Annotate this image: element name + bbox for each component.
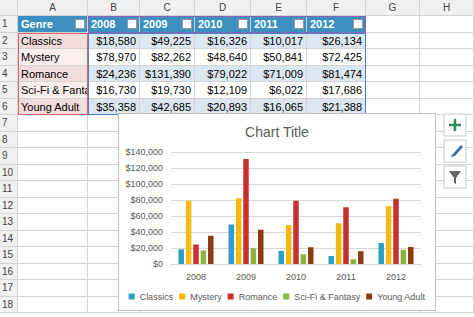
html-text:$79,022: $79,022 bbox=[207, 67, 247, 80]
html-text:6: 6 bbox=[2, 100, 8, 112]
svg-text:Chart Title: Chart Title bbox=[245, 124, 309, 140]
html-text:$12,109: $12,109 bbox=[207, 84, 247, 96]
html-text:5: 5 bbox=[2, 84, 8, 95]
svg-text:2010: 2010 bbox=[286, 272, 306, 282]
svg-text:$80,000: $80,000 bbox=[130, 195, 163, 205]
html-text:1: 1 bbox=[2, 18, 8, 29]
html-text:$42,685: $42,685 bbox=[151, 100, 191, 113]
svg-text:2011: 2011 bbox=[336, 272, 355, 282]
svg-text:Sci-Fi & Fantasy: Sci-Fi & Fantasy bbox=[294, 292, 361, 302]
svg-text:$40,000: $40,000 bbox=[130, 227, 163, 237]
html-text:2011: 2011 bbox=[254, 18, 278, 30]
html-text:$72,425: $72,425 bbox=[322, 51, 362, 63]
html-text:$24,236: $24,236 bbox=[96, 67, 136, 80]
html-text:Genre: Genre bbox=[21, 18, 53, 30]
html-text:Young Adult: Young Adult bbox=[21, 100, 80, 113]
svg-text:Classics: Classics bbox=[140, 292, 174, 302]
svg-text:2012: 2012 bbox=[386, 272, 406, 282]
svg-text:Mystery: Mystery bbox=[190, 292, 222, 302]
html-text:13: 13 bbox=[2, 216, 14, 227]
html-text:$131,390: $131,390 bbox=[145, 67, 191, 80]
html-text:$19,730: $19,730 bbox=[151, 84, 191, 96]
svg-text:Romance: Romance bbox=[239, 292, 278, 302]
html-text:$10,017: $10,017 bbox=[263, 34, 303, 47]
html-text:4: 4 bbox=[2, 67, 8, 79]
html-text:E: E bbox=[275, 2, 282, 13]
html-text:$16,326: $16,326 bbox=[207, 34, 247, 47]
html-text:10: 10 bbox=[2, 166, 14, 178]
html-text:$6,022: $6,022 bbox=[269, 84, 303, 96]
html-text:F: F bbox=[332, 2, 339, 13]
html-text:15: 15 bbox=[2, 249, 14, 260]
html-text:17: 17 bbox=[2, 282, 14, 293]
html-text:$49,225: $49,225 bbox=[151, 34, 191, 47]
svg-text:$20,000: $20,000 bbox=[130, 243, 163, 253]
html-text:A: A bbox=[49, 2, 56, 13]
svg-text:$0: $0 bbox=[153, 259, 163, 269]
html-text:$16,730: $16,730 bbox=[96, 84, 136, 96]
html-text:Romance: Romance bbox=[21, 67, 69, 80]
html-text:2008: 2008 bbox=[91, 18, 116, 30]
svg-text:Young Adult: Young Adult bbox=[377, 292, 425, 302]
html-text:C: C bbox=[163, 2, 171, 13]
svg-text:$120,000: $120,000 bbox=[125, 163, 163, 173]
html-text:$18,580: $18,580 bbox=[96, 34, 136, 47]
html-text:2009: 2009 bbox=[143, 18, 168, 30]
svg-text:$140,000: $140,000 bbox=[125, 147, 163, 157]
html-text:$20,893: $20,893 bbox=[207, 100, 247, 113]
svg-text:2008: 2008 bbox=[186, 272, 206, 282]
svg-text:$100,000: $100,000 bbox=[125, 179, 163, 189]
html-text:18: 18 bbox=[2, 298, 14, 310]
html-text:7: 7 bbox=[2, 117, 8, 128]
html-text:$50,841: $50,841 bbox=[263, 51, 303, 63]
html-text:8: 8 bbox=[2, 133, 8, 145]
html-text:11: 11 bbox=[2, 183, 13, 194]
html-text:$16,065: $16,065 bbox=[263, 100, 303, 113]
html-text:$78,970: $78,970 bbox=[96, 51, 136, 63]
html-text:2: 2 bbox=[2, 34, 8, 46]
html-text:16: 16 bbox=[2, 265, 14, 277]
html-text:$48,640: $48,640 bbox=[207, 51, 247, 63]
html-text:$26,134: $26,134 bbox=[322, 34, 362, 47]
html-text:14: 14 bbox=[2, 232, 14, 244]
svg-text:$60,000: $60,000 bbox=[130, 211, 163, 221]
html-text:$17,686: $17,686 bbox=[322, 84, 362, 96]
html-text:9: 9 bbox=[2, 150, 8, 161]
html-text:12: 12 bbox=[2, 199, 14, 211]
html-text:D: D bbox=[218, 2, 227, 13]
html-text:2012: 2012 bbox=[310, 18, 335, 30]
html-text:G: G bbox=[388, 2, 397, 13]
html-text:Mystery: Mystery bbox=[21, 51, 60, 63]
html-text:3: 3 bbox=[2, 51, 8, 62]
html-text:2010: 2010 bbox=[198, 18, 223, 30]
html-text:$21,388: $21,388 bbox=[322, 100, 362, 113]
svg-text:2009: 2009 bbox=[236, 272, 256, 282]
html-text:$71,009: $71,009 bbox=[263, 67, 303, 80]
html-text:$82,262: $82,262 bbox=[151, 51, 191, 63]
html-text:H: H bbox=[442, 2, 451, 13]
html-text:$35,358: $35,358 bbox=[96, 100, 136, 113]
html-text:B: B bbox=[110, 2, 117, 13]
html-text:Classics: Classics bbox=[21, 34, 62, 47]
html-text:$81,474: $81,474 bbox=[322, 67, 362, 80]
